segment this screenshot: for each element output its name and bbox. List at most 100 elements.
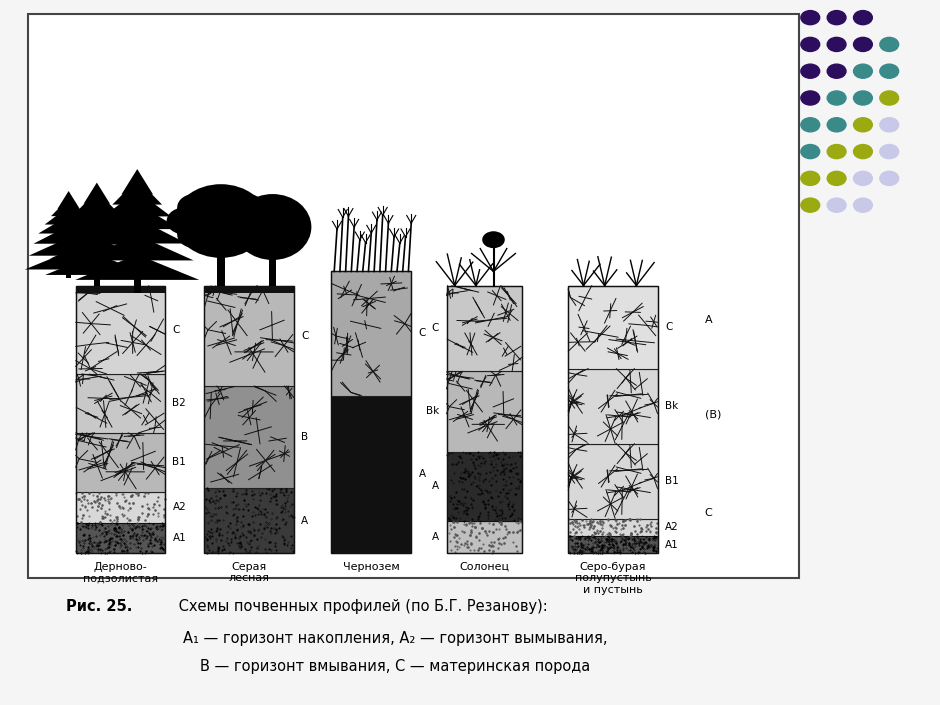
Polygon shape [84, 183, 110, 204]
Text: Дерново-
подзолистая: Дерново- подзолистая [83, 562, 158, 584]
Bar [66, 264, 71, 278]
Circle shape [827, 118, 846, 132]
Text: A1: A1 [173, 533, 186, 543]
Polygon shape [113, 179, 162, 204]
Bar [269, 250, 276, 286]
Circle shape [854, 37, 872, 51]
Bar [332, 271, 412, 396]
Bar [75, 286, 164, 374]
Polygon shape [69, 201, 125, 222]
Ellipse shape [175, 184, 268, 258]
Polygon shape [51, 198, 86, 216]
Circle shape [880, 64, 899, 78]
Ellipse shape [228, 194, 264, 221]
Polygon shape [57, 191, 80, 209]
Ellipse shape [178, 194, 213, 221]
Text: A: A [431, 482, 439, 491]
Circle shape [854, 11, 872, 25]
Circle shape [827, 37, 846, 51]
Text: B: B [301, 432, 308, 442]
Text: A2: A2 [173, 502, 186, 513]
Circle shape [880, 91, 899, 105]
Bar [75, 433, 164, 492]
Text: Серая
лесная: Серая лесная [228, 562, 270, 584]
Ellipse shape [234, 194, 311, 260]
Circle shape [827, 171, 846, 185]
Bar [332, 396, 412, 553]
Text: C: C [301, 331, 308, 341]
Bar [446, 452, 522, 521]
Bar [568, 369, 658, 443]
Bar [75, 374, 164, 433]
Circle shape [854, 91, 872, 105]
Circle shape [880, 145, 899, 159]
Circle shape [854, 118, 872, 132]
Text: A: A [431, 532, 439, 542]
Polygon shape [24, 252, 113, 269]
Circle shape [854, 171, 872, 185]
Polygon shape [45, 207, 92, 224]
Bar [446, 286, 522, 372]
Text: (B): (B) [705, 409, 721, 419]
Circle shape [801, 91, 820, 105]
Text: C: C [705, 508, 713, 518]
Bar [568, 286, 658, 369]
Polygon shape [50, 238, 144, 259]
Bar [332, 271, 412, 553]
Bar [446, 521, 522, 553]
Text: A2: A2 [666, 522, 679, 532]
Bar [205, 488, 293, 553]
Ellipse shape [239, 207, 275, 235]
Ellipse shape [166, 207, 203, 235]
Text: Bk: Bk [666, 401, 679, 411]
Bar [75, 492, 164, 522]
Bar [75, 286, 164, 293]
Circle shape [880, 37, 899, 51]
Polygon shape [75, 255, 199, 280]
Text: C: C [431, 324, 439, 333]
Circle shape [854, 64, 872, 78]
Bar [205, 286, 293, 293]
Text: A1: A1 [666, 540, 679, 550]
Circle shape [801, 37, 820, 51]
Circle shape [827, 64, 846, 78]
Text: Чернозем: Чернозем [343, 562, 399, 572]
Circle shape [801, 198, 820, 212]
Bar [217, 243, 225, 286]
Bar [568, 286, 658, 553]
Ellipse shape [178, 221, 213, 248]
Circle shape [827, 145, 846, 159]
Bar [28, 14, 799, 578]
Circle shape [827, 198, 846, 212]
Text: B1: B1 [666, 476, 679, 486]
Text: Солонец: Солонец [459, 562, 509, 572]
Circle shape [854, 198, 872, 212]
Circle shape [801, 11, 820, 25]
Circle shape [880, 171, 899, 185]
Ellipse shape [203, 227, 239, 254]
Circle shape [801, 118, 820, 132]
Polygon shape [121, 169, 153, 195]
Text: B2: B2 [173, 398, 186, 408]
Bar [94, 268, 100, 286]
Bar [75, 286, 164, 553]
Bar [205, 286, 293, 553]
Polygon shape [76, 191, 118, 212]
Polygon shape [29, 238, 109, 256]
Circle shape [801, 145, 820, 159]
Text: A: A [419, 470, 426, 479]
Bar [133, 271, 141, 293]
Circle shape [854, 145, 872, 159]
Circle shape [801, 64, 820, 78]
Polygon shape [34, 226, 103, 244]
Text: A₁ — горизонт накопления, A₂ — горизонт вымывания,: A₁ — горизонт накопления, A₂ — горизонт … [182, 631, 607, 646]
Bar [568, 519, 658, 536]
Ellipse shape [228, 221, 264, 248]
Polygon shape [94, 204, 180, 229]
Polygon shape [87, 218, 187, 243]
Text: В — горизонт вмывания, С — материнская порода: В — горизонт вмывания, С — материнская п… [199, 659, 590, 674]
Bar [446, 372, 522, 452]
Text: C: C [173, 325, 180, 335]
Ellipse shape [203, 188, 239, 215]
Text: A: A [705, 315, 713, 325]
